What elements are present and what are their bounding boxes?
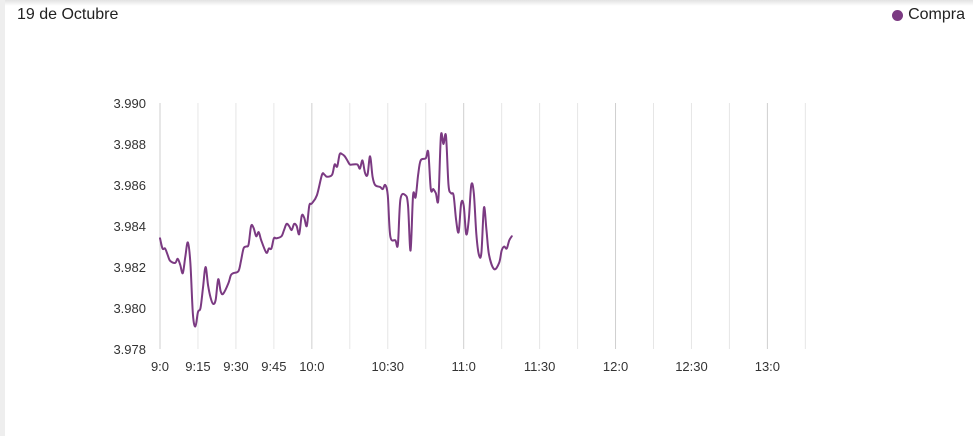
legend-label: Compra [908, 6, 965, 23]
x-tick-label: 10:30 [371, 359, 404, 374]
x-tick-label: 11:0 [452, 359, 476, 374]
x-tick-label: 13:0 [755, 359, 780, 374]
x-tick-label: 12:30 [675, 359, 708, 374]
chart-header: 19 de Octubre Compra [17, 4, 965, 28]
legend-marker-icon [892, 9, 904, 21]
y-tick-label: 3.990 [113, 96, 146, 111]
y-tick-label: 3.984 [113, 219, 146, 234]
legend[interactable]: Compra [892, 6, 965, 24]
x-tick-label: 11:30 [524, 359, 556, 374]
x-tick-label: 9:15 [185, 359, 210, 374]
x-tick-label: 12:0 [603, 359, 628, 374]
y-tick-label: 3.988 [113, 137, 146, 152]
left-edge [0, 0, 5, 436]
x-tick-label: 9:30 [223, 359, 248, 374]
x-tick-label: 9:0 [151, 359, 169, 374]
series-line-compra [159, 132, 513, 328]
y-tick-label: 3.980 [113, 301, 146, 316]
y-tick-label: 3.978 [113, 342, 146, 357]
top-shadow [0, 0, 973, 6]
x-tick-label: 10:0 [299, 359, 324, 374]
y-tick-label: 3.986 [113, 178, 146, 193]
x-tick-label: 9:45 [261, 359, 286, 374]
chart-title: 19 de Octubre [17, 6, 119, 23]
y-tick-label: 3.982 [113, 260, 146, 275]
